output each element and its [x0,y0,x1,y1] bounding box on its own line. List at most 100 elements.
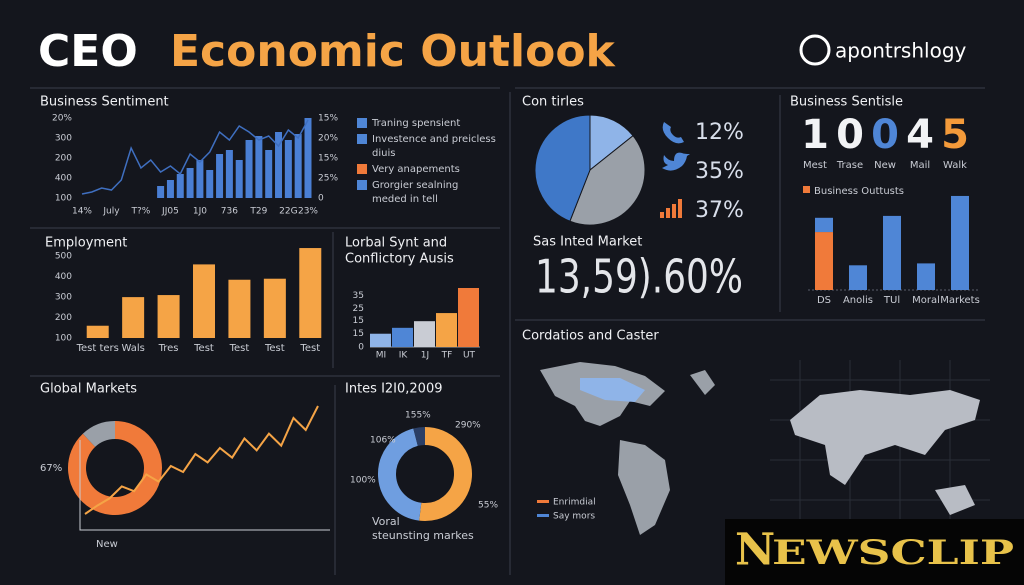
y-tick-label: 200 [55,154,72,164]
y-tick-label: 20% [52,114,72,124]
bar [815,232,833,290]
bar [186,168,194,198]
x-tick-label: 14% [72,207,92,217]
x-tick-label: Markets [940,295,980,306]
x-tick-label: Tres [158,343,179,354]
y-tick-label: 0 [358,343,364,353]
y2-tick-label: 15% [318,154,338,164]
legend-label: Say mors [553,512,595,522]
y-tick-label: 35 [353,291,364,301]
line [84,405,319,515]
donut-slice [419,427,472,521]
bar [849,265,867,290]
x-tick-label: Test [193,343,214,354]
y-tick-label: 500 [55,252,72,262]
world-maps [540,360,990,535]
bar [255,136,263,198]
y2-tick-label: 0 [318,194,324,204]
y-tick-label: 100 [55,334,72,344]
y-tick-label: 100 [55,194,72,204]
bar [815,217,833,233]
chart-title: Lorbal Synt and [345,236,447,251]
donut-annotation: 55% [478,501,498,511]
brand: apontrshlogy [835,39,967,63]
pie-label: 12% [695,120,744,145]
chart-title: Employment [45,236,127,251]
legend-swatch [357,134,367,144]
bar [265,150,273,198]
bar [122,297,145,338]
bar [235,160,243,198]
legend-swatch [537,514,549,517]
bar [228,279,251,338]
x-tick-label: Moral [912,295,940,306]
x-tick-label: JJ05 [161,207,179,217]
watermark: EWSCLIP [772,533,1014,573]
kpi-label: New [874,160,896,171]
donut-annotation: 67% [40,463,62,474]
bar [392,327,413,347]
pie-slice [569,135,646,226]
x-tick-label: TUl [883,295,900,306]
separators [30,87,985,575]
bar [414,321,435,347]
kpi-digit: 1 [801,112,829,158]
bar [86,325,109,338]
caption: steunsting markes [372,529,474,542]
title-main: Economic Outlook [170,26,617,77]
chart-title: Business Sentiment [40,95,169,110]
donut-slice [413,427,426,446]
x-tick-label: Wals [121,343,144,354]
x-tick-label: T?% [131,207,151,217]
legend-label: diuis [372,148,395,159]
x-tick-label: Anolis [843,295,873,306]
bar [193,264,215,338]
kpi-digit: 0 [871,112,899,158]
x-tick-label: Test [264,343,285,354]
pie-icons [660,122,690,218]
y2-tick-label: 25% [318,174,338,184]
bar [883,215,901,290]
y-tick-label: 25 [353,304,364,314]
pie-subtitle: Sas Inted Market [533,235,642,250]
legend-swatch [803,186,810,193]
kpi-digit: 0 [836,112,864,158]
bar [176,174,184,198]
bar [275,132,283,198]
donut-annotation: 100% [350,476,376,486]
bar [245,140,253,198]
legend-label: Very anapements [372,164,460,175]
y2-tick-label: 20% [318,134,338,144]
legend-swatch [357,118,367,128]
legend-swatch [357,164,367,174]
x-tick-label: T29 [249,207,267,217]
legend-label: Grorgier sealning [372,180,458,191]
y-tick-label: 300 [55,134,72,144]
y-tick-label: 15 [353,329,364,339]
x-tick-label: 1J0 [193,207,207,217]
line [81,119,309,195]
bar [206,170,214,198]
legend-label: Traning spensient [371,118,460,129]
kpi-digit: 5 [941,112,969,158]
caption: Voral [372,515,400,528]
bar [304,118,312,198]
donut-slice [68,421,162,515]
kpi-label: Walk [943,160,967,171]
chart-title: Conflictory Ausis [345,252,454,267]
x-tick-label: 22G [279,207,297,217]
brand-icon [799,34,831,66]
pie-slice [534,114,591,222]
bar [370,333,391,347]
bar [299,248,322,338]
legend-label: Investence and preicless [372,134,496,145]
x-tick-label: IK [399,351,409,361]
chart-title: Global Markets [40,382,137,397]
x-tick-label: 23% [298,207,318,217]
donut-annotation: 106% [370,436,396,446]
kpi-label: Mest [803,160,827,171]
y-tick-label: 15 [353,316,364,326]
